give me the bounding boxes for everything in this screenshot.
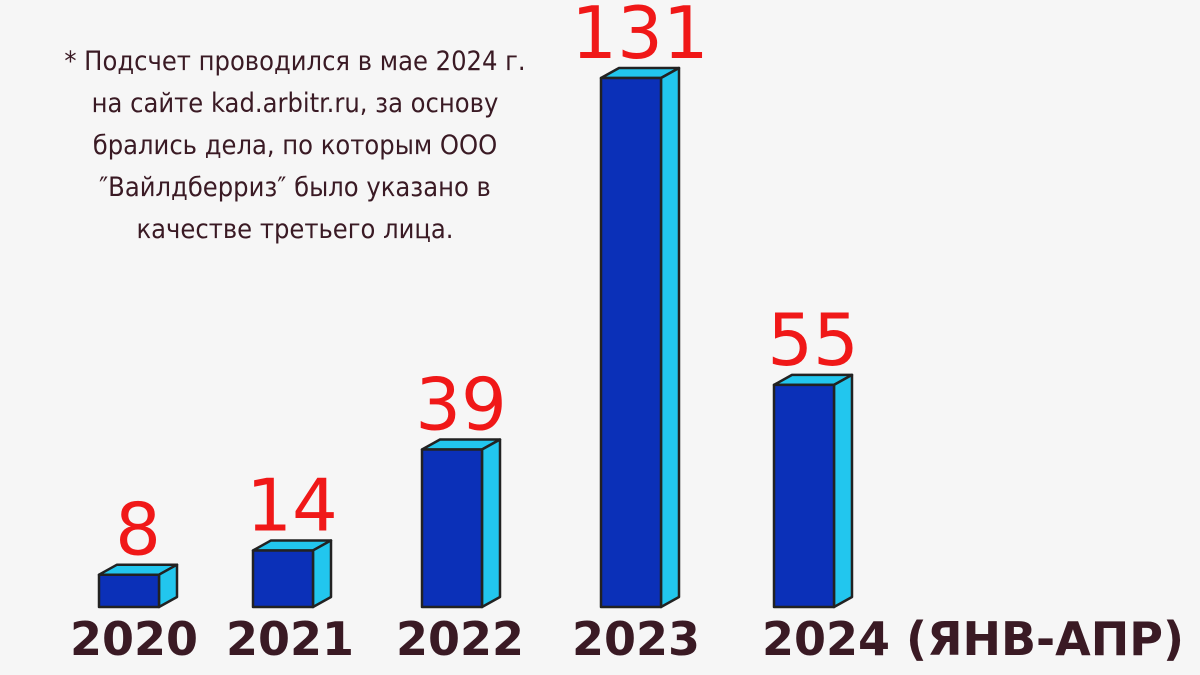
bar-side — [311, 539, 333, 609]
x-tick-label: 2023 — [572, 612, 700, 666]
value-label: 55 — [767, 298, 859, 382]
x-tick-label: 2021 — [226, 612, 354, 666]
value-label: 8 — [115, 488, 161, 572]
bar-side — [659, 66, 681, 609]
note-line: * Подсчет проводился в мае 2024 г. — [64, 46, 525, 77]
x-tick-label: 2020 — [70, 612, 198, 666]
bar-front — [420, 448, 484, 609]
bar — [420, 438, 502, 609]
bar-front — [251, 549, 315, 609]
value-label: 14 — [246, 463, 338, 547]
note-line: брались дела, по которым ООО — [93, 130, 498, 161]
note-line: качестве третьего лица. — [136, 214, 453, 245]
bar — [251, 539, 333, 609]
bar-front — [599, 76, 663, 609]
bar — [772, 373, 854, 609]
value-label: 131 — [571, 0, 708, 75]
bar-front — [97, 573, 161, 609]
x-tick-label: 2022 — [396, 612, 524, 666]
bar-side — [480, 438, 502, 609]
x-tick-label: 2024 (ЯНВ-АПР) — [762, 612, 1184, 666]
bar — [599, 66, 681, 609]
bar — [97, 563, 179, 609]
bar-side — [832, 373, 854, 609]
note-line: ″Вайлдберриз″ было указано в — [99, 172, 491, 203]
value-label: 39 — [415, 363, 507, 447]
note-line: на сайте kad.arbitr.ru, за основу — [92, 88, 499, 119]
bar-front — [772, 383, 836, 609]
